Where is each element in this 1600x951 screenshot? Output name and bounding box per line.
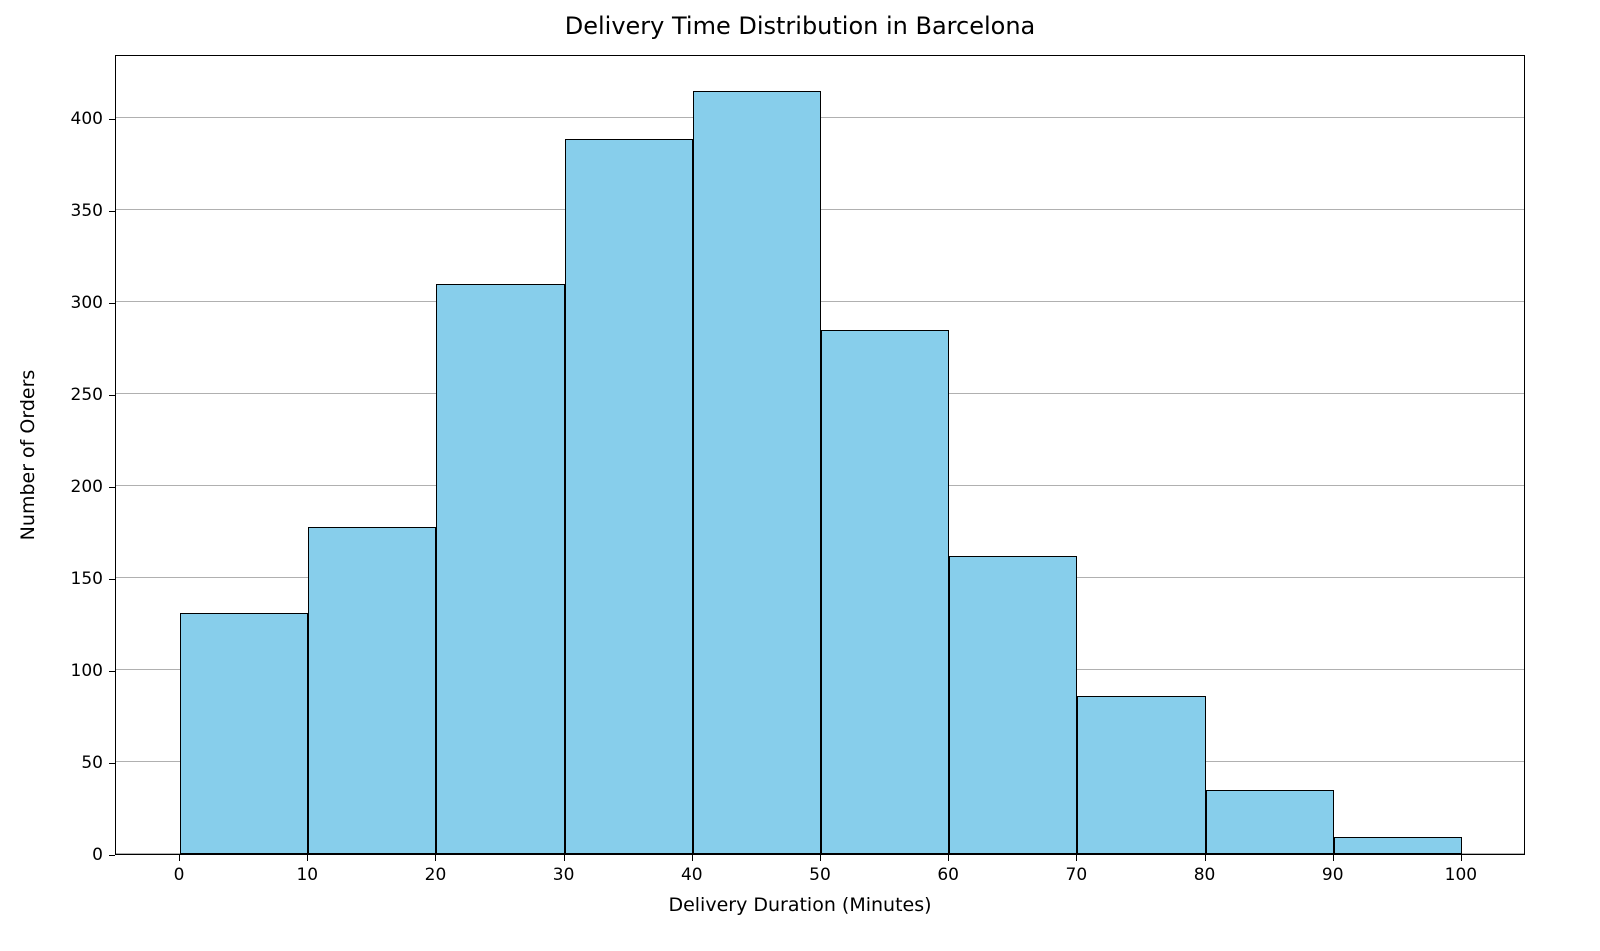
y-tick	[109, 211, 115, 212]
y-tick	[109, 855, 115, 856]
x-tick-label: 60	[937, 865, 959, 885]
y-tick	[109, 671, 115, 672]
x-tick-label: 100	[1445, 865, 1477, 885]
histogram-bar	[436, 284, 564, 854]
y-tick-label: 100	[71, 661, 103, 681]
y-tick	[109, 119, 115, 120]
x-tick-label: 70	[1066, 865, 1088, 885]
x-tick	[820, 855, 821, 861]
y-tick-label: 350	[71, 201, 103, 221]
x-tick	[564, 855, 565, 861]
chart-title: Delivery Time Distribution in Barcelona	[0, 12, 1600, 40]
x-tick-label: 80	[1194, 865, 1216, 885]
y-tick	[109, 303, 115, 304]
histogram-bar	[821, 330, 949, 854]
plot-area	[115, 55, 1525, 855]
histogram-bar	[180, 613, 308, 854]
x-tick	[1461, 855, 1462, 861]
y-tick	[109, 395, 115, 396]
y-tick-label: 200	[71, 477, 103, 497]
x-axis-label: Delivery Duration (Minutes)	[0, 894, 1600, 916]
x-tick	[179, 855, 180, 861]
y-axis-label: Number of Orders	[17, 255, 39, 655]
x-tick	[948, 855, 949, 861]
x-tick-label: 20	[425, 865, 447, 885]
x-tick-label: 90	[1322, 865, 1344, 885]
histogram-bar	[1334, 837, 1462, 854]
histogram-bar	[565, 139, 693, 854]
x-tick	[307, 855, 308, 861]
y-tick	[109, 579, 115, 580]
x-tick-label: 0	[174, 865, 185, 885]
y-tick-label: 0	[92, 845, 103, 865]
y-tick-label: 150	[71, 569, 103, 589]
x-tick	[1076, 855, 1077, 861]
x-tick	[1333, 855, 1334, 861]
x-tick-label: 50	[809, 865, 831, 885]
x-tick	[692, 855, 693, 861]
x-tick-label: 40	[681, 865, 703, 885]
y-tick-label: 250	[71, 385, 103, 405]
x-tick	[1205, 855, 1206, 861]
histogram-bar	[1077, 696, 1205, 854]
x-tick-label: 10	[296, 865, 318, 885]
y-tick-label: 50	[81, 753, 103, 773]
x-tick-label: 30	[553, 865, 575, 885]
y-tick	[109, 487, 115, 488]
histogram-bar	[308, 527, 436, 854]
x-tick	[435, 855, 436, 861]
y-tick	[109, 763, 115, 764]
y-tick-label: 300	[71, 293, 103, 313]
chart-container: Delivery Time Distribution in Barcelona …	[0, 0, 1600, 951]
histogram-bar	[949, 556, 1077, 854]
y-tick-label: 400	[71, 109, 103, 129]
histogram-bar	[693, 91, 821, 854]
histogram-bar	[1206, 790, 1334, 854]
